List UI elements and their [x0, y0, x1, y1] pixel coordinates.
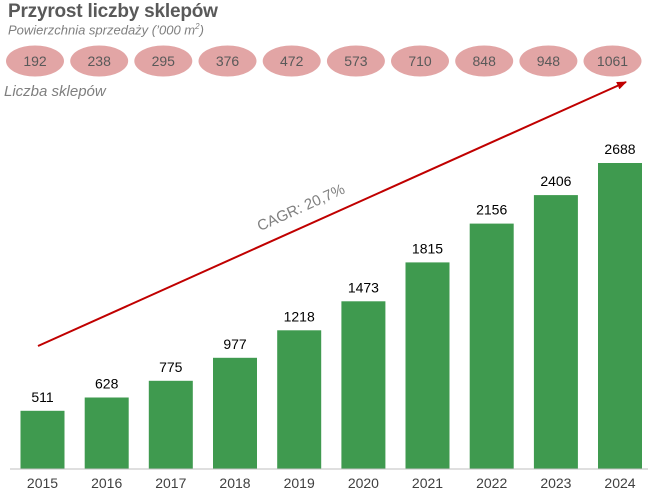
sales-area-value-2017: 295 — [152, 53, 176, 69]
sales-area-value-2024: 1061 — [597, 53, 628, 69]
sales-area-ellipse-2015 — [6, 45, 64, 77]
bar-2017 — [148, 380, 193, 469]
sales-area-ellipse-2023 — [519, 45, 578, 77]
value-label-2018: 977 — [223, 336, 247, 352]
value-label-2024: 2688 — [604, 141, 635, 157]
bar-2016 — [84, 397, 129, 469]
sales-area-ellipse-2024 — [583, 45, 642, 77]
subtitle-superscript: 2 — [195, 22, 200, 31]
x-tick-2021: 2021 — [412, 475, 443, 491]
value-label-2017: 775 — [159, 359, 183, 375]
x-tick-2019: 2019 — [284, 475, 315, 491]
sales-area-value-2016: 238 — [88, 53, 112, 69]
chart-subtitle: Powierzchnia sprzedaży (’000 m2) — [8, 22, 204, 37]
bar-2018 — [213, 357, 257, 469]
chart-title: Przyrost liczby sklepów — [8, 1, 218, 22]
x-tick-2017: 2017 — [155, 475, 186, 491]
x-tick-2020: 2020 — [348, 475, 379, 491]
bars: 511 628 775 977 1218 1473 1815 2156 2406 2688 — [20, 141, 642, 469]
subtitle-suffix: ) — [199, 22, 204, 38]
sales-area-ellipse-2017 — [134, 45, 193, 77]
sales-area-value-2023: 948 — [537, 53, 561, 69]
x-tick-2015: 2015 — [27, 475, 58, 491]
value-label-2020: 1473 — [348, 279, 379, 295]
sales-area-ellipse-2020 — [326, 45, 385, 77]
sales-area-row: 192 238 295 376 472 573 710 848 948 1061 — [6, 45, 642, 77]
value-label-2019: 1218 — [284, 308, 315, 324]
sales-area-value-2020: 573 — [344, 53, 368, 69]
bar-2024 — [598, 163, 642, 469]
sales-area-ellipse-2016 — [70, 45, 129, 77]
x-tick-2016: 2016 — [91, 475, 122, 491]
x-axis-labels: 2015 2016 2017 2018 2019 2020 2021 2022 2023 2024 — [27, 475, 636, 491]
bar-2021 — [405, 262, 450, 469]
bar-2023 — [533, 195, 578, 469]
sales-area-value-2015: 192 — [23, 53, 47, 69]
sales-area-value-2021: 710 — [408, 53, 432, 69]
value-label-2023: 2406 — [540, 173, 571, 189]
bar-2019 — [277, 330, 322, 469]
sales-area-value-2019: 472 — [280, 53, 304, 69]
bar-2015 — [20, 410, 65, 469]
x-tick-2023: 2023 — [540, 475, 571, 491]
bar-2020 — [341, 301, 386, 469]
bar-2022 — [469, 223, 514, 469]
sales-area-ellipse-2019 — [262, 45, 321, 77]
x-tick-2018: 2018 — [219, 475, 250, 491]
sales-area-ellipse-2021 — [391, 45, 449, 77]
sales-area-value-2022: 848 — [473, 53, 497, 69]
sales-area-value-2018: 376 — [216, 53, 240, 69]
x-tick-2022: 2022 — [476, 475, 507, 491]
sales-area-ellipse-2018 — [198, 45, 257, 77]
cagr-arrow — [37, 81, 627, 347]
value-label-2016: 628 — [95, 376, 119, 392]
value-label-2021: 1815 — [412, 240, 443, 256]
series-label: Liczba sklepów — [4, 83, 106, 100]
sales-area-ellipse-2022 — [455, 45, 514, 77]
value-label-2015: 511 — [31, 389, 54, 405]
x-tick-2024: 2024 — [604, 475, 635, 491]
subtitle-text: Powierzchnia sprzedaży (’000 m — [8, 22, 196, 38]
value-label-2022: 2156 — [476, 202, 507, 218]
